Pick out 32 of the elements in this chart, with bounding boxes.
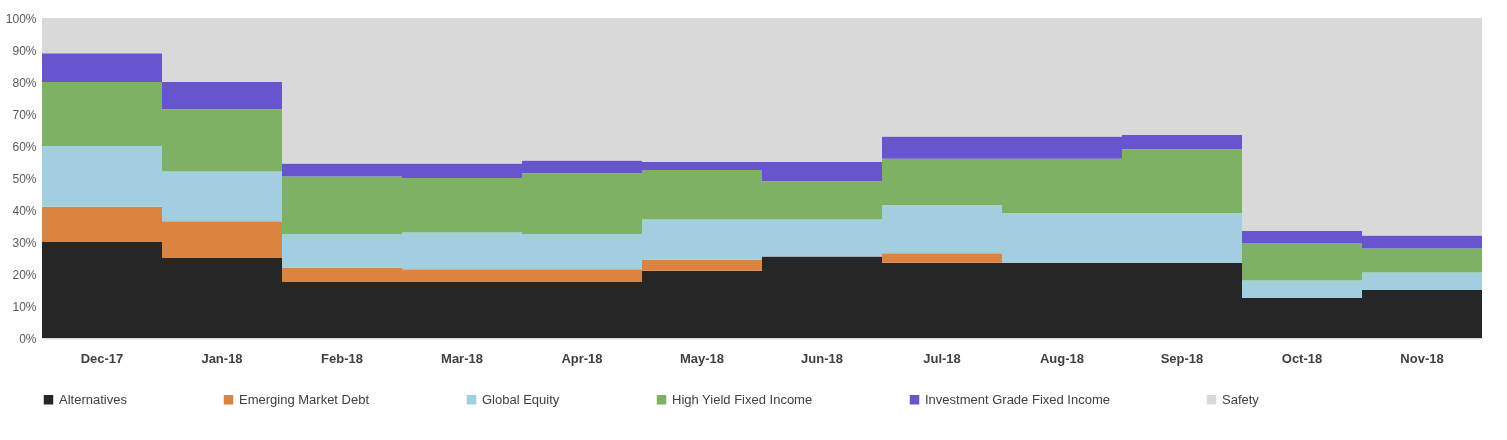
x-tick-label: Aug-18 bbox=[1039, 350, 1085, 366]
y-tick-label: 60% bbox=[12, 139, 37, 154]
bar bbox=[162, 82, 282, 110]
y-tick-label: 40% bbox=[12, 203, 37, 218]
y-tick-label: 90% bbox=[12, 43, 37, 58]
x-tick-label: Mar-18 bbox=[441, 350, 483, 366]
y-tick-label: 100% bbox=[5, 11, 37, 26]
legend-label: Investment Grade Fixed Income bbox=[925, 391, 1110, 407]
x-tick-label: May-18 bbox=[679, 350, 725, 366]
legend-label: Safety bbox=[1222, 391, 1260, 407]
bar bbox=[882, 253, 1002, 263]
x-tick-label: Dec-17 bbox=[80, 350, 124, 366]
x-tick-label: Sep-18 bbox=[1160, 350, 1204, 366]
y-tick-label: 20% bbox=[12, 267, 37, 282]
y-tick-label: 50% bbox=[12, 171, 37, 186]
y-tick-label: 0% bbox=[19, 331, 37, 346]
y-tick-label: 80% bbox=[12, 75, 37, 90]
x-tick-label: Apr-18 bbox=[561, 350, 603, 366]
legend-label: High Yield Fixed Income bbox=[672, 391, 813, 407]
x-tick-label: Jul-18 bbox=[923, 350, 961, 366]
y-tick-label: 10% bbox=[12, 299, 37, 314]
y-tick-label: 30% bbox=[12, 235, 37, 250]
x-tick-label: Oct-18 bbox=[1281, 350, 1323, 366]
x-tick-label: Jan-18 bbox=[201, 350, 243, 366]
legend-label: Emerging Market Debt bbox=[239, 391, 370, 407]
legend-label: Global Equity bbox=[482, 391, 560, 407]
x-tick-label: Jun-18 bbox=[801, 350, 843, 366]
x-tick-label: Feb-18 bbox=[321, 350, 363, 366]
legend-label: Alternatives bbox=[59, 391, 128, 407]
bar bbox=[42, 53, 162, 82]
y-tick-label: 70% bbox=[12, 107, 37, 122]
x-tick-label: Nov-18 bbox=[1400, 350, 1444, 366]
